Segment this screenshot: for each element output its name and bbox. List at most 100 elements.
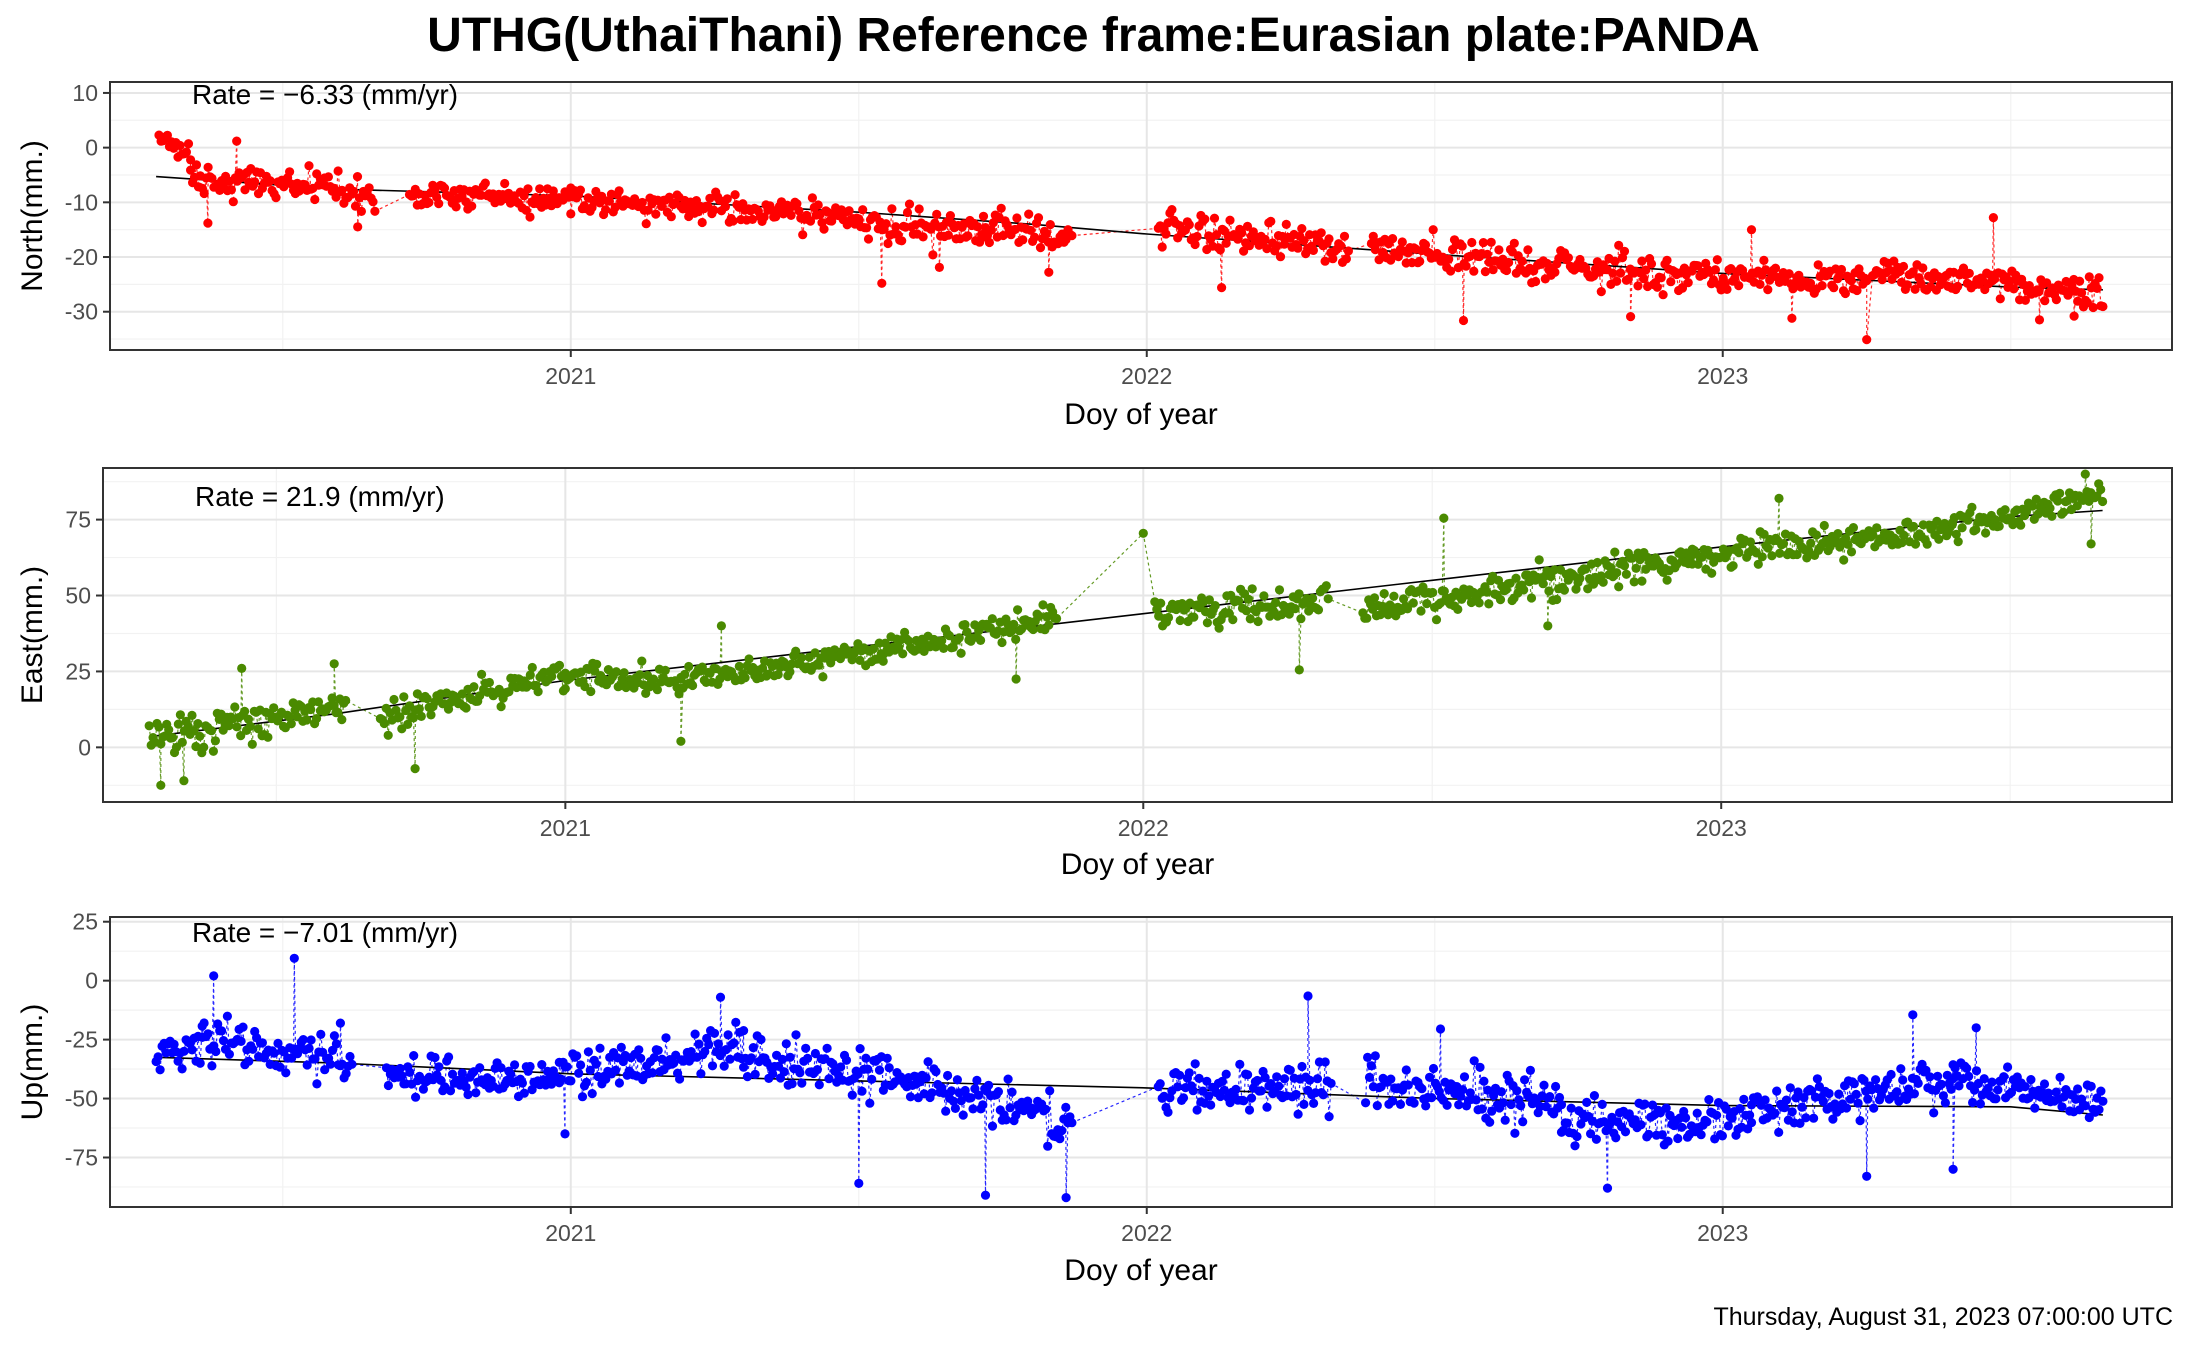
data-point bbox=[2080, 469, 2090, 479]
data-point bbox=[984, 1080, 994, 1090]
data-point bbox=[1272, 241, 1282, 251]
data-point bbox=[2096, 484, 2106, 495]
data-point bbox=[1545, 1092, 1555, 1102]
data-point bbox=[439, 183, 450, 193]
data-point bbox=[1855, 1116, 1865, 1126]
data-point bbox=[1167, 205, 1177, 215]
data-point bbox=[1379, 589, 1389, 599]
data-point bbox=[1913, 1078, 1923, 1088]
data-point bbox=[1787, 313, 1797, 323]
data-point bbox=[863, 1064, 873, 1074]
data-point bbox=[1477, 1104, 1487, 1114]
data-point bbox=[1834, 1089, 1844, 1099]
data-point bbox=[548, 186, 558, 196]
data-point bbox=[1787, 1107, 1797, 1117]
data-point bbox=[651, 209, 661, 219]
data-point bbox=[1444, 254, 1454, 264]
data-point bbox=[720, 202, 731, 212]
data-point bbox=[1157, 242, 1167, 252]
data-point bbox=[1811, 530, 1822, 540]
data-point bbox=[350, 201, 361, 211]
data-point bbox=[1886, 1069, 1896, 1080]
data-point bbox=[862, 223, 872, 233]
data-point bbox=[345, 1051, 355, 1062]
y-axis-title: Up(mm.) bbox=[16, 1004, 49, 1121]
data-point bbox=[1372, 1101, 1382, 1111]
data-point bbox=[286, 719, 296, 729]
data-point bbox=[416, 711, 426, 722]
data-point bbox=[269, 1048, 279, 1058]
data-point bbox=[1308, 593, 1318, 603]
data-point bbox=[1846, 276, 1856, 286]
data-point bbox=[854, 1178, 864, 1188]
data-point bbox=[697, 217, 707, 228]
data-point bbox=[927, 1088, 937, 1098]
panel-border bbox=[109, 916, 2173, 1208]
data-point bbox=[1030, 232, 1040, 242]
data-point bbox=[1597, 1099, 1607, 1109]
data-point bbox=[1219, 1085, 1229, 1095]
data-point bbox=[976, 635, 986, 646]
data-point bbox=[974, 1090, 984, 1100]
data-point bbox=[1475, 1062, 1485, 1072]
data-point bbox=[1745, 537, 1756, 547]
data-point bbox=[1485, 1117, 1495, 1127]
data-point bbox=[304, 161, 314, 171]
data-point bbox=[1057, 1126, 1067, 1136]
data-point bbox=[2055, 1072, 2065, 1082]
data-point bbox=[1466, 597, 1476, 608]
data-point bbox=[347, 1059, 357, 1069]
data-point bbox=[1225, 215, 1235, 225]
data-point bbox=[1260, 234, 1270, 244]
data-point bbox=[902, 207, 913, 218]
data-point bbox=[1863, 1094, 1873, 1104]
data-point bbox=[461, 703, 471, 713]
data-point bbox=[414, 704, 424, 714]
data-point bbox=[988, 218, 998, 228]
data-point bbox=[1523, 245, 1533, 255]
data-point bbox=[1512, 1086, 1522, 1096]
data-point bbox=[2039, 1079, 2050, 1089]
data-point bbox=[1610, 256, 1620, 266]
data-point bbox=[566, 209, 576, 219]
data-point bbox=[1509, 238, 1519, 248]
data-point bbox=[739, 1062, 749, 1072]
data-point bbox=[1898, 1075, 1908, 1085]
data-point bbox=[193, 719, 203, 729]
data-point bbox=[934, 262, 945, 272]
data-point bbox=[1397, 237, 1407, 247]
data-point bbox=[2073, 296, 2083, 306]
data-point bbox=[1550, 267, 1560, 277]
data-point bbox=[1061, 1193, 1071, 1203]
data-point bbox=[1506, 1099, 1516, 1110]
data-point bbox=[803, 1053, 813, 1063]
data-point bbox=[1467, 237, 1477, 248]
data-point bbox=[243, 714, 254, 724]
data-point bbox=[1067, 1118, 1077, 1128]
data-point bbox=[1971, 1066, 1982, 1076]
data-point bbox=[285, 167, 295, 177]
data-point bbox=[948, 642, 958, 653]
data-point bbox=[1829, 283, 1839, 293]
data-point bbox=[844, 206, 854, 216]
data-point bbox=[636, 1053, 646, 1063]
data-point bbox=[203, 162, 213, 172]
data-point bbox=[2000, 505, 2010, 515]
x-tick-label: 2021 bbox=[545, 1220, 596, 1246]
data-point bbox=[905, 1092, 916, 1102]
data-point bbox=[1658, 290, 1668, 300]
data-point bbox=[445, 1086, 456, 1096]
data-point bbox=[963, 231, 973, 241]
data-point bbox=[1683, 278, 1693, 288]
data-point bbox=[1994, 521, 2004, 531]
data-point bbox=[164, 725, 174, 735]
data-point bbox=[312, 1079, 322, 1089]
data-point bbox=[887, 204, 897, 214]
data-point bbox=[653, 1045, 663, 1055]
data-point bbox=[1442, 1100, 1452, 1110]
data-point bbox=[1260, 1073, 1270, 1083]
data-point bbox=[1892, 1087, 1902, 1097]
data-point bbox=[2069, 311, 2079, 321]
data-point bbox=[284, 712, 294, 722]
y-tick-label: -20 bbox=[65, 244, 98, 270]
